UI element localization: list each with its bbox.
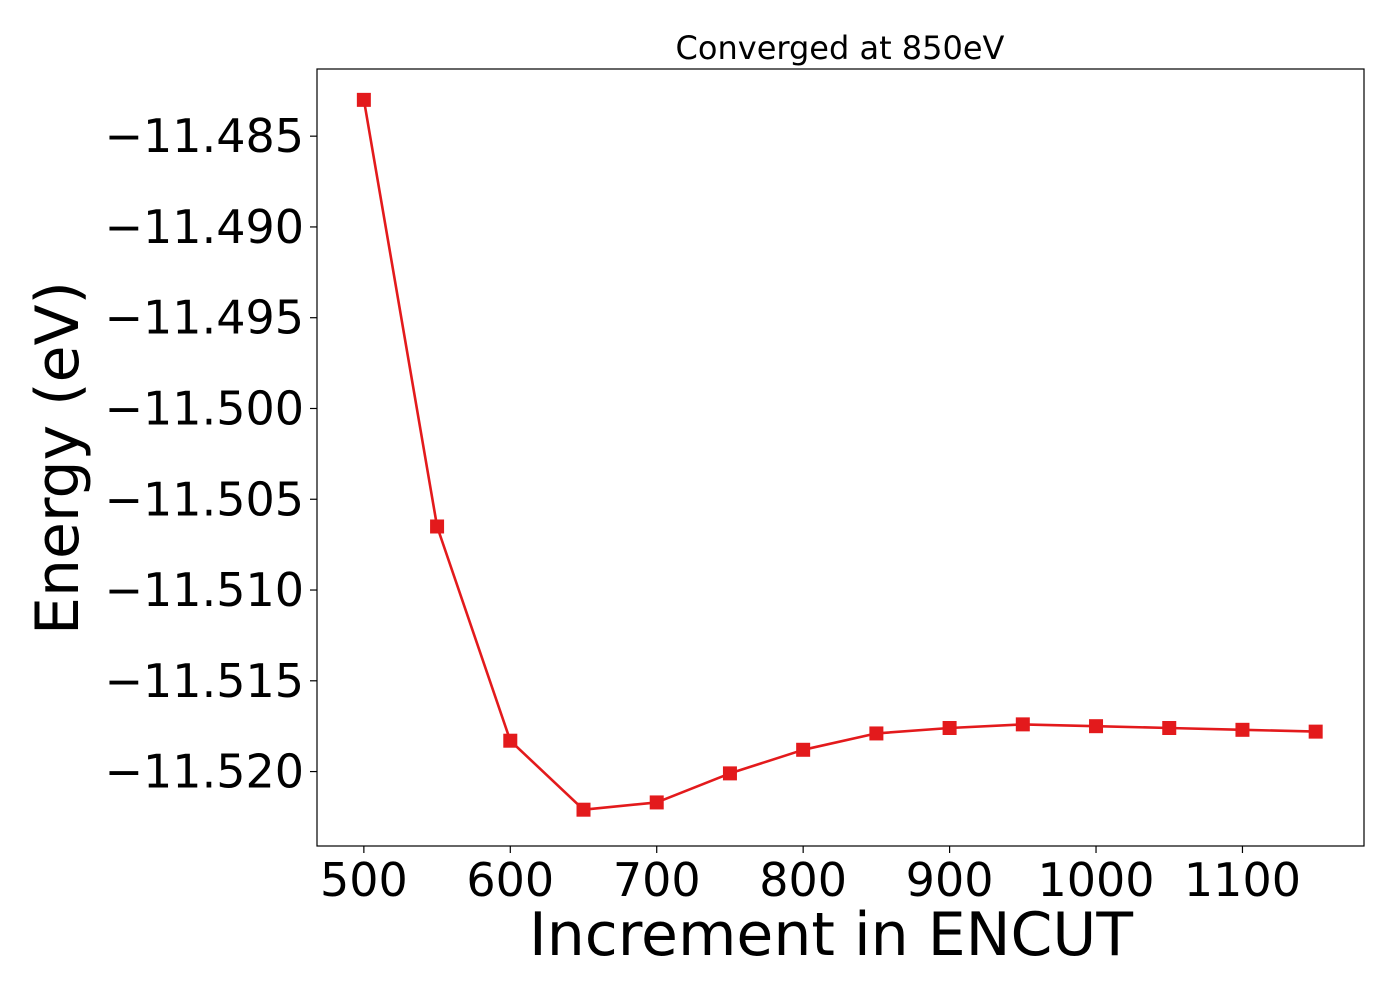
y-tick-label: −11.510: [105, 563, 305, 617]
y-tick-label: −11.490: [105, 200, 305, 254]
chart-title: Converged at 850eV: [676, 29, 1005, 67]
data-point-marker: [1162, 720, 1177, 735]
x-tick-label: 700: [613, 853, 701, 907]
data-point-marker: [503, 733, 518, 748]
plot-area-frame: [316, 68, 1365, 847]
data-point-marker: [576, 802, 591, 817]
data-point-marker: [1089, 719, 1104, 734]
y-tick-label: −11.505: [105, 472, 305, 526]
x-tick-label: 900: [906, 853, 994, 907]
data-point-marker: [356, 92, 371, 107]
x-tick-label: 600: [466, 853, 554, 907]
y-axis-title: Energy (eV): [23, 281, 93, 635]
series-line: [362, 99, 1316, 812]
x-axis-ticks: 500 600 700 800 900 1000 1100: [320, 846, 1301, 907]
y-tick-label: −11.485: [105, 109, 305, 163]
x-axis-title: Increment in ENCUT: [529, 900, 1133, 970]
data-point-marker: [796, 742, 811, 757]
y-tick-label: −11.515: [105, 654, 305, 708]
x-tick-label: 500: [320, 853, 408, 907]
y-tick-label: −11.520: [105, 745, 305, 799]
data-point-marker: [1235, 722, 1250, 737]
data-point-marker: [869, 726, 884, 741]
x-tick-label: 1100: [1184, 853, 1301, 907]
data-point-marker: [1308, 724, 1323, 739]
data-point-marker: [942, 720, 957, 735]
data-point-marker: [722, 766, 737, 781]
y-tick-label: −11.500: [105, 381, 305, 435]
y-tick-label: −11.495: [105, 291, 305, 345]
data-point-marker: [649, 795, 664, 810]
x-tick-label: 1000: [1037, 853, 1154, 907]
series-layer: [356, 92, 1323, 817]
data-point-marker: [430, 519, 445, 534]
y-axis-ticks: −11.485 −11.490 −11.495 −11.500 −11.505 −11.5…: [105, 109, 317, 799]
x-tick-label: 800: [759, 853, 847, 907]
data-point-marker: [1015, 717, 1030, 732]
